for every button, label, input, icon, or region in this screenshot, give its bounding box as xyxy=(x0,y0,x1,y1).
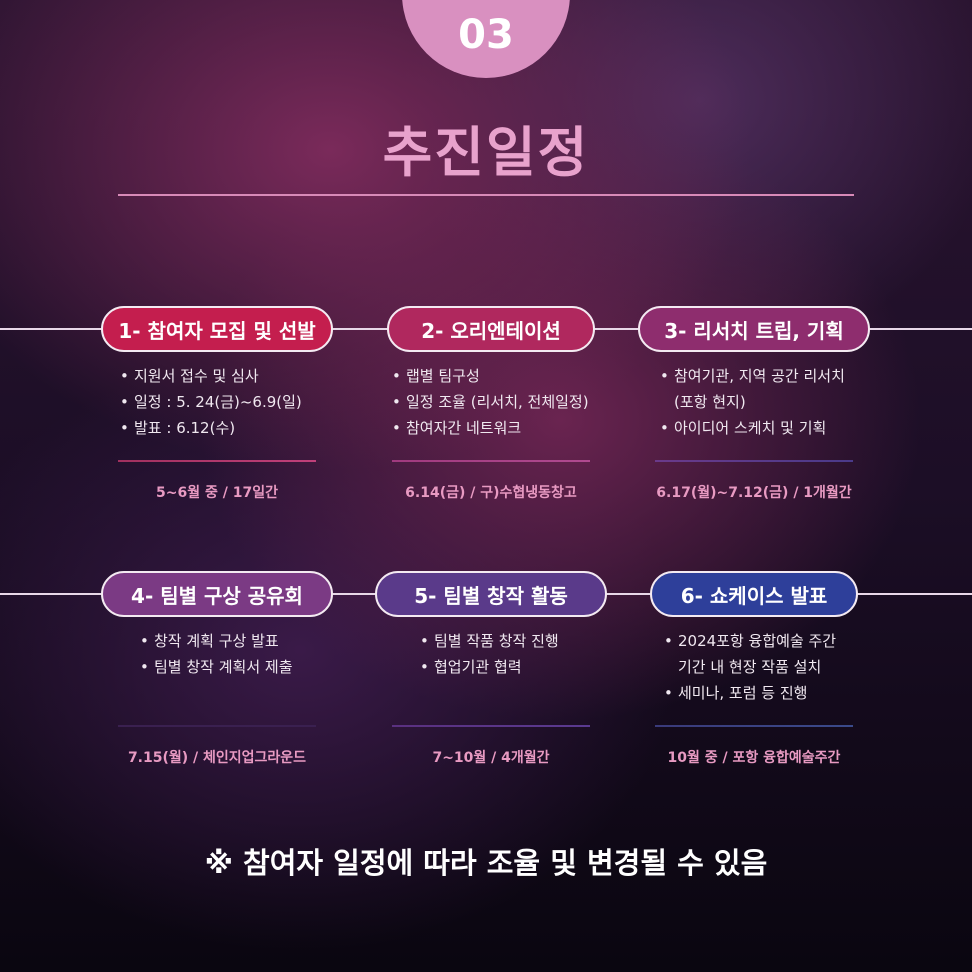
bullet-item: 지원서 접수 및 심사 xyxy=(118,363,302,389)
step-bullets: 지원서 접수 및 심사일정 : 5. 24(금)~6.9(일)발표 : 6.12… xyxy=(118,363,302,441)
step-bullets: 팀별 작품 창작 진행협업기관 협력 xyxy=(418,628,559,680)
bullet-item: 팀별 작품 창작 진행 xyxy=(418,628,559,654)
step-divider xyxy=(118,725,316,727)
step-date: 6.17(월)~7.12(금) / 1개월간 xyxy=(656,485,852,501)
step-date: 7.15(월) / 체인지업그라운드 xyxy=(127,750,307,766)
schedule-note: ※ 참여자 일정에 따라 조율 및 변경될 수 있음 xyxy=(204,846,768,880)
page-title: 추진일정 xyxy=(382,121,590,184)
step-pill: 6- 쇼케이스 발표 xyxy=(650,571,858,617)
step-bullets: 랩별 팀구성일정 조율 (리서치, 전체일정)참여자간 네트워크 xyxy=(390,363,589,441)
bullet-item: 2024포항 융합예술 주간 xyxy=(662,628,836,654)
title-underline xyxy=(118,194,854,196)
section-number: 03 xyxy=(458,12,514,58)
step-pill: 5- 팀별 창작 활동 xyxy=(375,571,607,617)
step-date: 7~10월 / 4개월간 xyxy=(432,750,550,766)
bullet-item: 세미나, 포럼 등 진행 xyxy=(662,680,836,706)
step-date: 6.14(금) / 구)수협냉동창고 xyxy=(405,485,577,501)
step-divider xyxy=(392,725,590,727)
step-date: 10월 중 / 포항 융합예술주간 xyxy=(667,750,841,766)
bullet-item: 참여자간 네트워크 xyxy=(390,415,589,441)
step-divider xyxy=(655,460,853,462)
step-pill: 4- 팀별 구상 공유회 xyxy=(101,571,333,617)
step-divider xyxy=(655,725,853,727)
bullet-item: 팀별 창작 계획서 제출 xyxy=(138,654,293,680)
bullet-item: 참여기관, 지역 공간 리서치 xyxy=(658,363,845,389)
bullet-item: 창작 계획 구상 발표 xyxy=(138,628,293,654)
bullet-item: 일정 조율 (리서치, 전체일정) xyxy=(390,389,589,415)
bullet-item: 아이디어 스케치 및 기획 xyxy=(658,415,845,441)
bullet-item: (포항 현지) xyxy=(674,393,746,411)
step-pill: 1- 참여자 모집 및 선발 xyxy=(101,306,333,352)
step-date: 5~6월 중 / 17일간 xyxy=(156,485,278,501)
bullet-item: 발표 : 6.12(수) xyxy=(118,415,302,441)
step-divider xyxy=(118,460,316,462)
step-pill: 2- 오리엔테이션 xyxy=(387,306,595,352)
bullet-item: 협업기관 협력 xyxy=(418,654,559,680)
step-bullets: 참여기관, 지역 공간 리서치 (포항 현지) 아이디어 스케치 및 기획 xyxy=(658,363,845,441)
step-divider xyxy=(392,460,590,462)
step-bullets: 창작 계획 구상 발표팀별 창작 계획서 제출 xyxy=(138,628,293,680)
bullet-item: 랩별 팀구성 xyxy=(390,363,589,389)
bullet-item: 일정 : 5. 24(금)~6.9(일) xyxy=(118,389,302,415)
step-pill: 3- 리서치 트립, 기획 xyxy=(638,306,870,352)
bullet-item: 기간 내 현장 작품 설치 xyxy=(678,658,822,676)
